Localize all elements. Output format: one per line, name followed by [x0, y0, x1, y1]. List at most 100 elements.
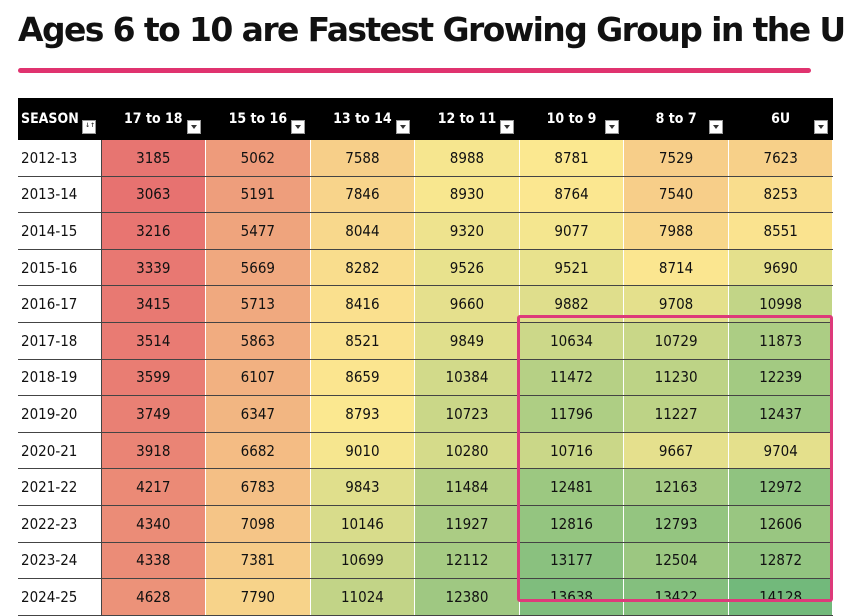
column-header-label: 17 to 18 [124, 111, 183, 127]
value-cell-10-to-9: 12481 [519, 468, 625, 506]
value-cell-15-to-16: 5191 [205, 176, 311, 214]
table-row: 2016-17 3415 5713 8416 9660 9882 9708 10998 [18, 285, 834, 323]
column-header-label: 6U [771, 111, 791, 127]
value-cell-15-to-16: 6107 [205, 359, 311, 397]
filter-dropdown-button[interactable] [709, 120, 724, 134]
value-cell-10-to-9: 11472 [519, 359, 625, 397]
value-cell-15-to-16: 5863 [205, 322, 311, 360]
season-cell: 2020-21 [18, 432, 102, 470]
filter-dropdown-button[interactable] [813, 120, 828, 134]
chevron-down-icon [713, 125, 720, 129]
value-cell-6u: 12606 [728, 505, 834, 543]
sort-icon: ↓↑ [85, 122, 96, 129]
value-cell-6u: 12872 [728, 542, 834, 580]
value-cell-13-to-14: 8659 [310, 359, 416, 397]
value-cell-10-to-9: 10716 [519, 432, 625, 470]
column-header-12-to-11: 12 to 11 [414, 98, 520, 140]
value-cell-13-to-14: 10146 [310, 505, 416, 543]
value-cell-15-to-16: 5477 [205, 212, 311, 250]
value-cell-13-to-14: 8793 [310, 395, 416, 433]
value-cell-6u: 11873 [728, 322, 834, 360]
value-cell-10-to-9: 9521 [519, 249, 625, 287]
value-cell-13-to-14: 9010 [310, 432, 416, 470]
table-row: 2014-15 3216 5477 8044 9320 9077 7988 8551 [18, 212, 834, 250]
column-header-label: 12 to 11 [437, 111, 497, 127]
season-cell: 2019-20 [18, 395, 102, 433]
table-row: 2015-16 3339 5669 8282 9526 9521 8714 9690 [18, 249, 834, 287]
table-body: 2012-13 3185 5062 7588 8988 8781 7529 7623 2013-… [18, 140, 834, 616]
value-cell-10-to-9: 12816 [519, 505, 625, 543]
filter-dropdown-button[interactable] [291, 120, 306, 134]
value-cell-6u: 9690 [728, 249, 834, 287]
value-cell-8-to-7: 8714 [623, 249, 729, 287]
value-cell-13-to-14: 8044 [310, 212, 416, 250]
value-cell-8-to-7: 9667 [623, 432, 729, 470]
column-header-6u: 6U [728, 98, 833, 140]
table-row: 2024-25 4628 7790 11024 12380 13638 13422 14128 [18, 578, 834, 616]
value-cell-8-to-7: 13422 [623, 578, 729, 616]
value-cell-12-to-11: 9320 [414, 212, 520, 250]
season-cell: 2012-13 [18, 140, 102, 177]
column-header-13-to-14: 13 to 14 [310, 98, 415, 140]
column-header-15-to-16: 15 to 16 [205, 98, 311, 140]
chevron-down-icon [399, 125, 406, 129]
value-cell-12-to-11: 12112 [414, 542, 520, 580]
value-cell-13-to-14: 7846 [310, 176, 416, 214]
table-row: 2018-19 3599 6107 8659 10384 11472 11230 12239 [18, 359, 834, 397]
table-row: 2021-22 4217 6783 9843 11484 12481 12163 12972 [18, 468, 834, 506]
season-cell: 2017-18 [18, 322, 102, 360]
season-cell: 2014-15 [18, 212, 102, 250]
value-cell-15-to-16: 5062 [205, 140, 311, 177]
season-cell: 2021-22 [18, 468, 102, 506]
column-header-season: SEASON ↓↑ [18, 98, 101, 140]
table-row: 2013-14 3063 5191 7846 8930 8764 7540 8253 [18, 176, 834, 214]
value-cell-13-to-14: 9843 [310, 468, 416, 506]
value-cell-17-to-18: 3216 [101, 212, 207, 250]
table-row: 2020-21 3918 6682 9010 10280 10716 9667 9704 [18, 432, 834, 470]
column-header-8-to-7: 8 to 7 [623, 98, 729, 140]
value-cell-17-to-18: 4217 [101, 468, 207, 506]
value-cell-17-to-18: 3339 [101, 249, 207, 287]
filter-dropdown-button[interactable] [500, 120, 515, 134]
filter-dropdown-button[interactable] [395, 120, 410, 134]
season-cell: 2016-17 [18, 285, 102, 323]
chevron-down-icon [295, 125, 302, 129]
season-cell: 2024-25 [18, 578, 102, 616]
column-header-10-to-9: 10 to 9 [519, 98, 624, 140]
value-cell-12-to-11: 10723 [414, 395, 520, 433]
value-cell-10-to-9: 13177 [519, 542, 625, 580]
chevron-down-icon [504, 125, 511, 129]
table-row: 2019-20 3749 6347 8793 10723 11796 11227 12437 [18, 395, 834, 433]
sort-filter-button[interactable]: ↓↑ [82, 120, 96, 134]
value-cell-6u: 9704 [728, 432, 834, 470]
value-cell-8-to-7: 10729 [623, 322, 729, 360]
value-cell-17-to-18: 3063 [101, 176, 207, 214]
value-cell-10-to-9: 8781 [519, 140, 625, 177]
column-header-label: 15 to 16 [228, 111, 288, 127]
value-cell-12-to-11: 10384 [414, 359, 520, 397]
value-cell-17-to-18: 3185 [101, 140, 207, 177]
value-cell-10-to-9: 9882 [519, 285, 625, 323]
title-underline [18, 68, 811, 73]
value-cell-6u: 8551 [728, 212, 834, 250]
column-header-label: 13 to 14 [333, 111, 392, 127]
value-cell-15-to-16: 5669 [205, 249, 311, 287]
value-cell-17-to-18: 4338 [101, 542, 207, 580]
value-cell-6u: 14128 [728, 578, 834, 616]
value-cell-8-to-7: 12504 [623, 542, 729, 580]
value-cell-12-to-11: 8930 [414, 176, 520, 214]
value-cell-10-to-9: 11796 [519, 395, 625, 433]
value-cell-8-to-7: 7988 [623, 212, 729, 250]
value-cell-13-to-14: 11024 [310, 578, 416, 616]
value-cell-8-to-7: 11227 [623, 395, 729, 433]
value-cell-6u: 8253 [728, 176, 834, 214]
filter-dropdown-button[interactable] [186, 120, 201, 134]
filter-dropdown-button[interactable] [604, 120, 619, 134]
value-cell-12-to-11: 9660 [414, 285, 520, 323]
table-row: 2017-18 3514 5863 8521 9849 10634 10729 11873 [18, 322, 834, 360]
value-cell-17-to-18: 4340 [101, 505, 207, 543]
value-cell-8-to-7: 7540 [623, 176, 729, 214]
column-header-label: 8 to 7 [655, 111, 697, 127]
value-cell-13-to-14: 10699 [310, 542, 416, 580]
value-cell-12-to-11: 10280 [414, 432, 520, 470]
